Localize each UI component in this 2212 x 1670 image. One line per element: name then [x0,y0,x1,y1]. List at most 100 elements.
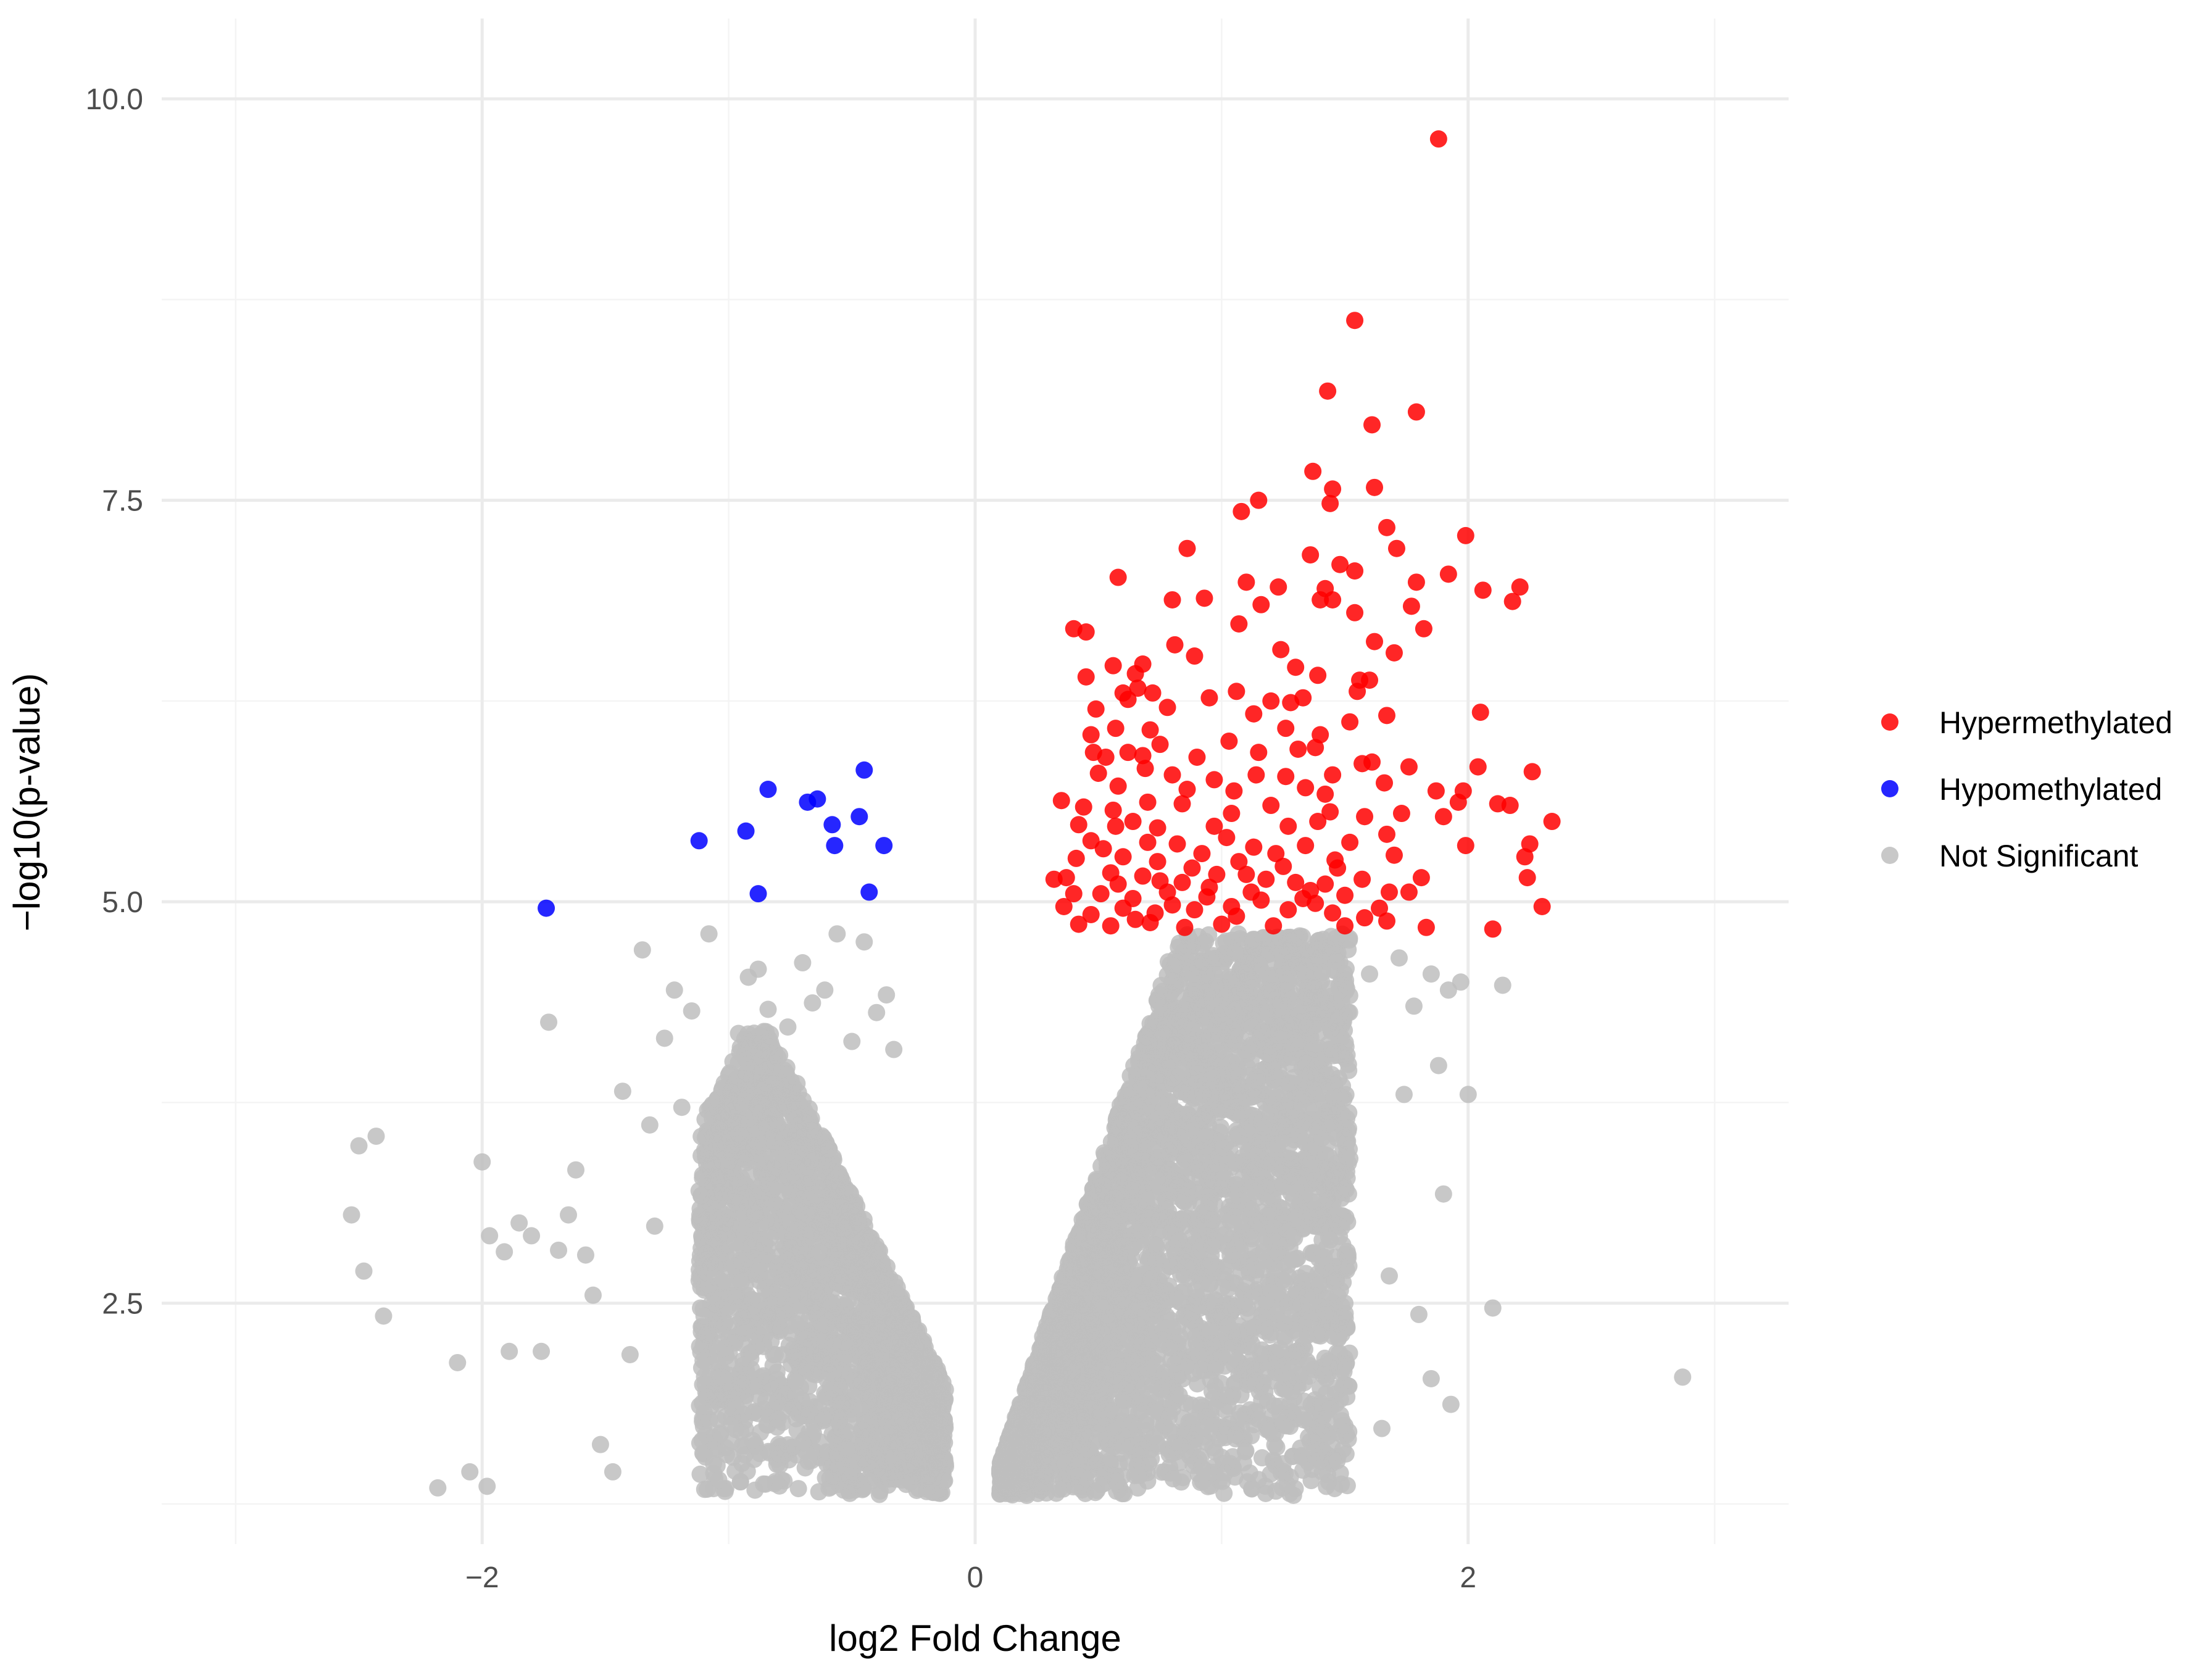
not-significant-point [758,1246,776,1264]
not-significant-point [892,1334,910,1352]
not-significant-point [742,1261,760,1279]
not-significant-point [884,1418,902,1436]
not-significant-point [712,1424,730,1442]
not-significant-point [775,1385,792,1403]
not-significant-point [886,1445,904,1463]
not-significant-point [801,1189,819,1207]
not-significant-point [739,1197,757,1215]
not-significant-point [789,1480,807,1498]
not-significant-point [873,1253,891,1271]
not-significant-point [700,1326,718,1344]
not-significant-point [696,1481,713,1498]
not-significant-point [815,1282,833,1300]
not-significant-point [828,1434,846,1452]
not-significant-point [720,1107,738,1125]
not-significant-point [790,1311,808,1329]
not-significant-point [707,1094,725,1111]
not-significant-point [710,1200,728,1218]
not-significant-point [733,1094,750,1112]
not-significant-point [815,1266,833,1284]
not-significant-point [794,1434,812,1452]
not-significant-cloud [690,925,1358,1505]
not-significant-point [854,1481,871,1498]
not-significant-point [787,1373,805,1390]
not-significant-point [742,1308,760,1326]
not-significant-point [760,1030,778,1048]
not-significant-point [839,1292,857,1310]
not-significant-point [703,1155,721,1173]
not-significant-point [746,1079,764,1097]
not-significant-point [752,1214,770,1232]
not-significant-point [920,1430,938,1448]
not-significant-point [876,1381,894,1398]
not-significant-point [871,1482,889,1500]
not-significant-point [934,1399,952,1417]
not-significant-point [731,1270,749,1288]
not-significant-point [744,1403,762,1421]
not-significant-point [699,1278,717,1296]
not-significant-point [873,1307,891,1324]
not-significant-point [697,1388,715,1406]
not-significant-point [715,1371,733,1389]
not-significant-point [756,1279,774,1297]
not-significant-point [717,1347,735,1365]
not-significant-point [726,1234,744,1252]
not-significant-point [863,1322,881,1340]
not-significant-point [821,1168,839,1186]
not-significant-point [761,1163,779,1181]
not-significant-point [842,1184,860,1202]
grid-lines [162,19,1789,1544]
not-significant-point [924,1484,942,1502]
not-significant-point [842,1279,860,1297]
not-significant-point [718,1298,736,1316]
not-significant-point [714,1273,732,1291]
not-significant-point [720,1152,738,1170]
not-significant-point [816,1333,834,1351]
not-significant-point [843,1392,861,1410]
not-significant-point [830,1412,848,1430]
not-significant-point [902,1320,920,1338]
not-significant-point [692,1128,710,1145]
not-significant-point [840,1467,858,1485]
not-significant-point [848,1265,866,1282]
not-significant-point [794,1407,812,1425]
not-significant-point [927,1459,945,1477]
not-significant-point [755,1337,773,1355]
not-significant-point [912,1360,929,1378]
not-significant-point [724,1053,742,1071]
not-significant-point [693,1227,711,1245]
not-significant-point [926,1381,944,1398]
not-significant-point [792,1203,810,1221]
not-significant-point [731,1131,749,1149]
not-significant-point [760,1406,778,1424]
not-significant-point [726,1421,744,1439]
not-significant-point [697,1426,715,1444]
not-significant-point [859,1232,877,1250]
not-significant-point [795,1339,813,1357]
not-significant-point [782,1239,800,1257]
not-significant-point [799,1257,817,1274]
not-significant-point [731,1374,749,1392]
not-significant-point [709,1411,727,1429]
not-significant-point [910,1387,928,1405]
not-significant-point [731,1473,749,1490]
not-significant-point [841,1203,859,1221]
not-significant-point [769,1257,787,1275]
not-significant-point [831,1266,849,1284]
not-significant-point [802,1221,820,1239]
not-significant-point [694,1352,712,1369]
not-significant-point [754,1134,771,1152]
not-significant-point [868,1451,886,1469]
not-significant-point [851,1371,869,1389]
not-significant-point [734,1356,752,1374]
not-significant-point [696,1110,714,1128]
not-significant-point [849,1346,867,1364]
not-significant-point [774,1129,792,1147]
not-significant-point [755,1150,773,1168]
not-significant-point [788,1100,805,1118]
not-significant-point [871,1270,889,1288]
not-significant-point [717,1245,735,1263]
not-significant-point [817,1469,834,1487]
not-significant-point [750,1104,768,1122]
